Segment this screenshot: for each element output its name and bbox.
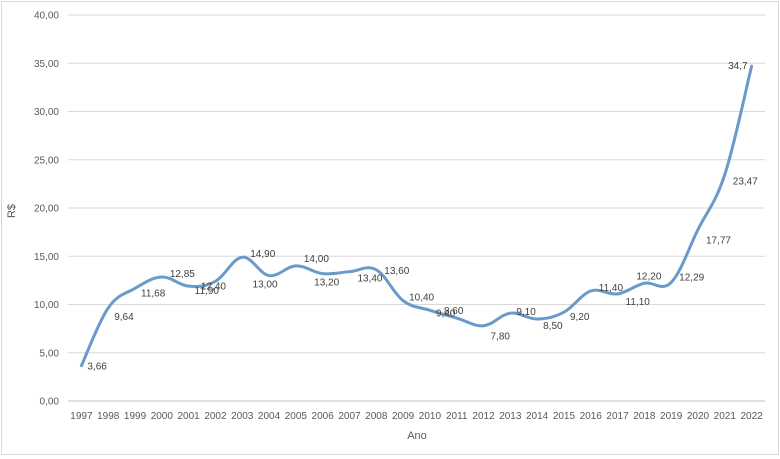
x-tick-label: 2020 bbox=[687, 411, 710, 422]
x-tick-label: 2017 bbox=[606, 411, 629, 422]
gridlines bbox=[68, 14, 765, 402]
line-chart: 0,00 5,00 10,00 15,00 20,00 25,00 30,00 35,00 40… bbox=[6, 11, 765, 442]
y-tick-label: 20,00 bbox=[34, 204, 59, 215]
x-tick-label: 2002 bbox=[204, 411, 227, 422]
x-tick-label: 2011 bbox=[446, 411, 468, 422]
series-line-group bbox=[79, 64, 754, 368]
data-label: 14,00 bbox=[304, 254, 329, 265]
data-label: 12,40 bbox=[201, 281, 226, 292]
data-label: 11,68 bbox=[141, 288, 166, 299]
x-tick-label: 2003 bbox=[231, 411, 254, 422]
data-label: 3,66 bbox=[87, 362, 107, 373]
data-label: 11,40 bbox=[599, 283, 624, 294]
data-label: 12,29 bbox=[679, 272, 704, 283]
data-label: 7,80 bbox=[491, 332, 511, 343]
data-label: 13,60 bbox=[384, 266, 409, 277]
y-tick-label: 30,00 bbox=[34, 107, 59, 118]
x-tick-label: 2016 bbox=[580, 411, 603, 422]
data-label: 8,50 bbox=[543, 321, 563, 332]
series-line bbox=[79, 64, 754, 368]
data-label: 11,10 bbox=[626, 297, 651, 308]
data-label: 13,40 bbox=[357, 274, 382, 285]
data-label: 9,10 bbox=[516, 307, 536, 318]
data-label: 14,90 bbox=[250, 249, 275, 260]
x-tick-label: 2014 bbox=[526, 411, 549, 422]
y-tick-label: 35,00 bbox=[34, 59, 59, 70]
y-tick-label: 15,00 bbox=[34, 252, 59, 263]
data-label: 34,7 bbox=[728, 61, 748, 72]
x-tick-label: 2021 bbox=[714, 411, 737, 422]
data-label: 17,77 bbox=[706, 236, 731, 247]
x-tick-label: 2009 bbox=[392, 411, 415, 422]
data-label: 23,47 bbox=[733, 177, 758, 188]
x-tick-label: 2006 bbox=[312, 411, 335, 422]
y-tick-label: 10,00 bbox=[34, 300, 59, 311]
data-label: 12,20 bbox=[636, 271, 661, 282]
data-label: 9,20 bbox=[570, 312, 590, 323]
x-tick-label: 2018 bbox=[633, 411, 656, 422]
data-label: 13,20 bbox=[314, 278, 339, 289]
data-label: 11,90 bbox=[195, 286, 220, 297]
data-label: 9,40 bbox=[436, 308, 456, 319]
data-label: 12,85 bbox=[170, 269, 195, 280]
x-axis-title: Ano bbox=[407, 430, 427, 442]
data-label: 10,40 bbox=[409, 293, 434, 304]
y-tick-label: 25,00 bbox=[34, 155, 59, 166]
x-tick-label: 2008 bbox=[365, 411, 388, 422]
x-tick-label: 2013 bbox=[499, 411, 522, 422]
x-tick-label: 2004 bbox=[258, 411, 281, 422]
x-tick-label: 2010 bbox=[419, 411, 442, 422]
x-tick-label: 2012 bbox=[472, 411, 495, 422]
data-label: 8,60 bbox=[444, 306, 464, 317]
x-tick-label: 1998 bbox=[97, 411, 120, 422]
x-tick-label: 2001 bbox=[178, 411, 201, 422]
data-label: 9,64 bbox=[114, 312, 134, 323]
x-tick-label: 1999 bbox=[124, 411, 147, 422]
x-tick-label: 2005 bbox=[285, 411, 308, 422]
y-tick-label: 40,00 bbox=[34, 11, 59, 22]
y-tick-label: 0,00 bbox=[40, 397, 60, 408]
y-axis-title: R$ bbox=[6, 204, 18, 218]
x-tick-label: 2007 bbox=[338, 411, 361, 422]
y-tick-label: 5,00 bbox=[40, 348, 60, 359]
x-tick-label: 1997 bbox=[70, 411, 93, 422]
x-tick-label: 2019 bbox=[660, 411, 683, 422]
data-label: 13,00 bbox=[253, 280, 278, 291]
y-axis-ticks: 0,00 5,00 10,00 15,00 20,00 25,00 30,00 35,00 40… bbox=[34, 11, 59, 408]
x-axis-ticks: 1997 1998 1999 2000 2001 2002 2003 2004 2005 2006… bbox=[70, 411, 763, 422]
x-tick-label: 2022 bbox=[740, 411, 763, 422]
x-tick-label: 2015 bbox=[553, 411, 576, 422]
x-tick-label: 2000 bbox=[151, 411, 174, 422]
